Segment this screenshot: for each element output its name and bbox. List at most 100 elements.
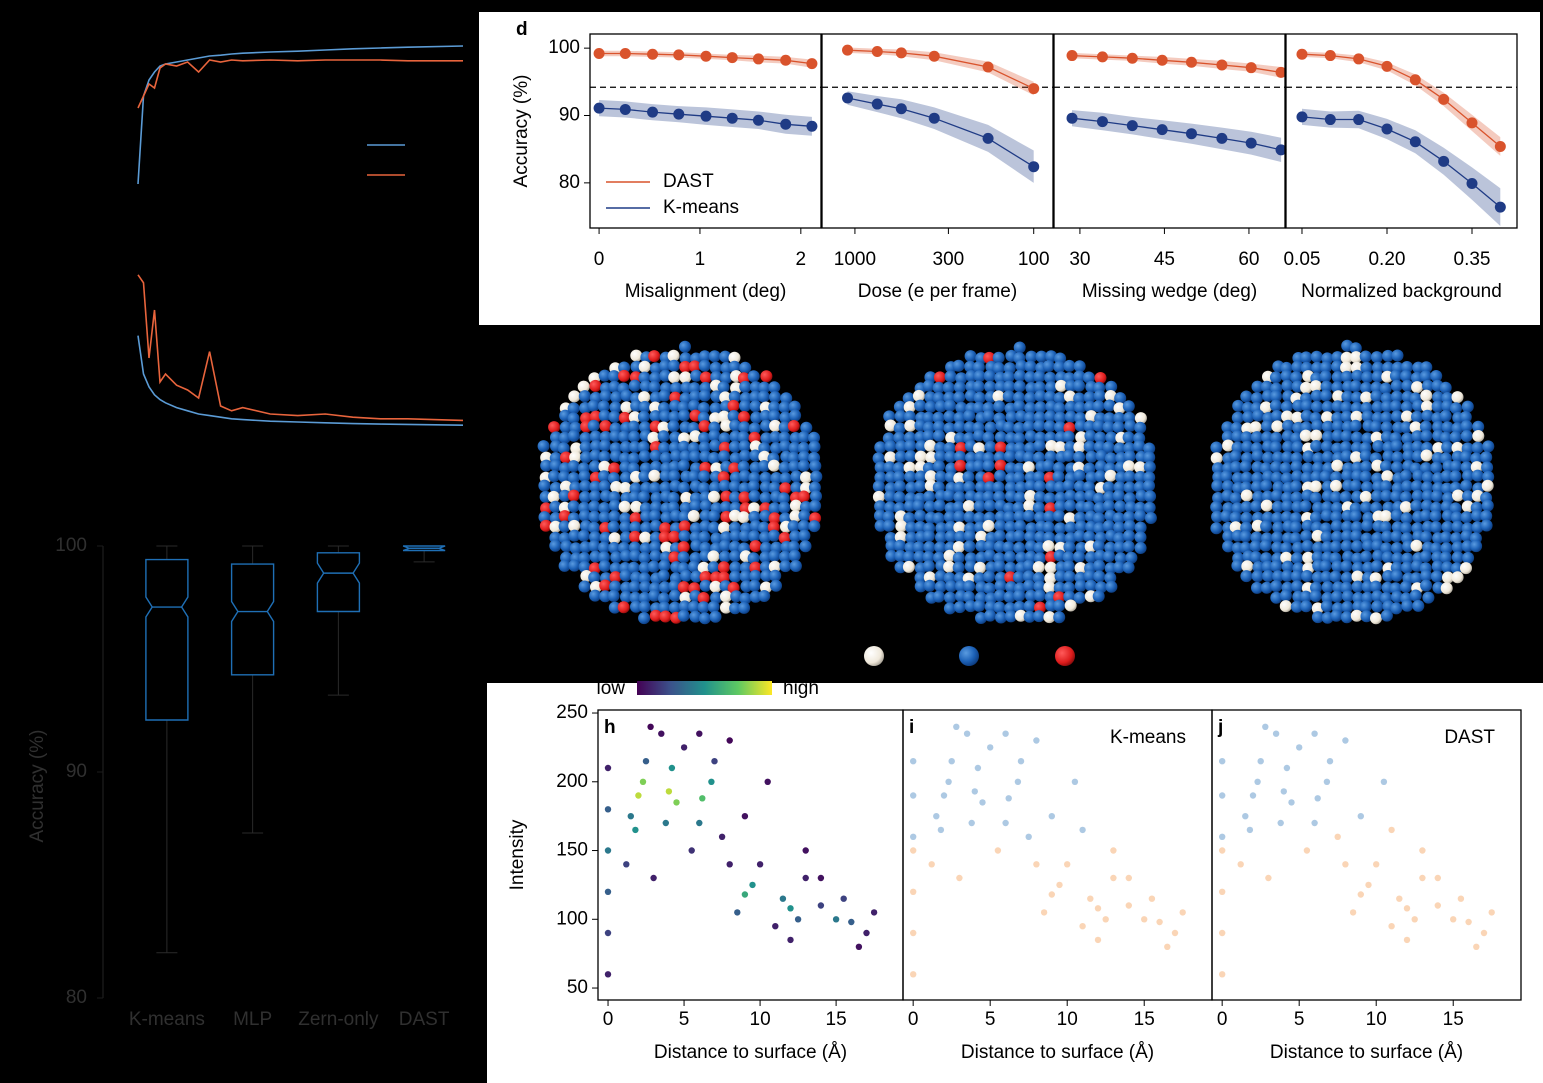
atom xyxy=(1439,431,1452,444)
atom xyxy=(690,369,703,382)
atom xyxy=(1319,389,1332,402)
atom xyxy=(567,472,580,484)
atom xyxy=(1420,429,1433,442)
atom xyxy=(1013,400,1026,413)
atom xyxy=(779,440,791,453)
atom xyxy=(1064,400,1077,413)
atom xyxy=(1075,431,1088,444)
x-tick-label: 1000 xyxy=(834,249,876,270)
atom xyxy=(759,409,772,422)
atom xyxy=(649,401,662,414)
atom xyxy=(667,491,680,504)
x-tick-label: 100 xyxy=(1018,249,1050,270)
atom xyxy=(963,580,976,593)
data-point xyxy=(1409,74,1421,86)
atom xyxy=(749,569,762,582)
x-tick-label: 0 xyxy=(908,1009,919,1030)
atom xyxy=(797,442,810,454)
atom xyxy=(1242,411,1255,423)
atom xyxy=(1401,432,1414,445)
atom xyxy=(787,420,800,432)
atom xyxy=(1462,551,1475,564)
atom xyxy=(1241,440,1254,453)
atom xyxy=(668,460,681,473)
y-tick-label: 90 xyxy=(66,761,87,782)
atom xyxy=(1024,490,1037,502)
atom xyxy=(618,430,631,443)
atom xyxy=(728,462,741,475)
atom xyxy=(1431,560,1444,573)
atom xyxy=(688,560,700,573)
atom xyxy=(1391,461,1403,474)
atom xyxy=(1350,529,1363,542)
atom xyxy=(1113,561,1126,574)
atom xyxy=(768,481,781,494)
atom xyxy=(1372,549,1385,562)
atom xyxy=(993,560,1006,573)
atom xyxy=(1322,430,1334,443)
atom xyxy=(638,612,651,625)
atom xyxy=(698,420,711,433)
atom xyxy=(769,569,782,582)
scatter-point xyxy=(928,861,935,868)
atom xyxy=(874,471,887,484)
atom xyxy=(1290,570,1303,583)
atom xyxy=(778,401,791,414)
atom xyxy=(809,499,822,512)
atom xyxy=(659,359,671,372)
atom xyxy=(1043,581,1056,594)
atom xyxy=(1231,559,1244,572)
atom xyxy=(1053,611,1066,624)
atom xyxy=(1122,400,1135,413)
scatter-point xyxy=(1277,819,1284,827)
atom xyxy=(679,371,692,384)
atom xyxy=(923,490,936,503)
atom xyxy=(627,561,640,574)
atom xyxy=(1014,520,1027,532)
data-point xyxy=(895,103,907,115)
atom xyxy=(678,409,691,422)
atom xyxy=(903,461,916,474)
atom xyxy=(1442,571,1454,584)
atom xyxy=(619,482,632,494)
atom xyxy=(982,409,995,422)
atom xyxy=(759,531,772,544)
atom xyxy=(718,410,730,423)
data-point xyxy=(1353,53,1365,65)
atom xyxy=(709,610,722,623)
annotation: K-means xyxy=(1110,727,1186,748)
atom xyxy=(1301,519,1314,532)
x-tick-label: 0.05 xyxy=(1283,249,1320,270)
atom xyxy=(1281,410,1294,423)
atom xyxy=(1280,511,1293,524)
atom xyxy=(678,481,690,494)
atom xyxy=(894,550,907,562)
atom xyxy=(1379,480,1392,493)
atom xyxy=(1222,480,1234,493)
atom xyxy=(1289,521,1302,534)
atom xyxy=(688,399,701,412)
atom xyxy=(1003,591,1016,603)
scatter-point xyxy=(741,891,749,898)
data-point xyxy=(1296,111,1308,123)
atom xyxy=(894,410,907,423)
atom xyxy=(628,379,641,392)
data-point xyxy=(1245,137,1257,149)
atom xyxy=(1085,471,1098,484)
atom xyxy=(618,369,630,382)
atom xyxy=(1251,570,1264,583)
scatter-point xyxy=(1025,833,1032,840)
atom xyxy=(768,409,781,422)
atom xyxy=(549,459,562,472)
atom xyxy=(789,530,802,543)
atom xyxy=(1441,521,1454,533)
atom xyxy=(1410,539,1423,552)
atom xyxy=(1250,531,1263,544)
atom xyxy=(1449,460,1462,473)
atom xyxy=(577,529,590,542)
atom xyxy=(994,510,1007,523)
atom xyxy=(687,470,700,483)
atom xyxy=(1371,370,1384,383)
atom xyxy=(1281,560,1294,573)
